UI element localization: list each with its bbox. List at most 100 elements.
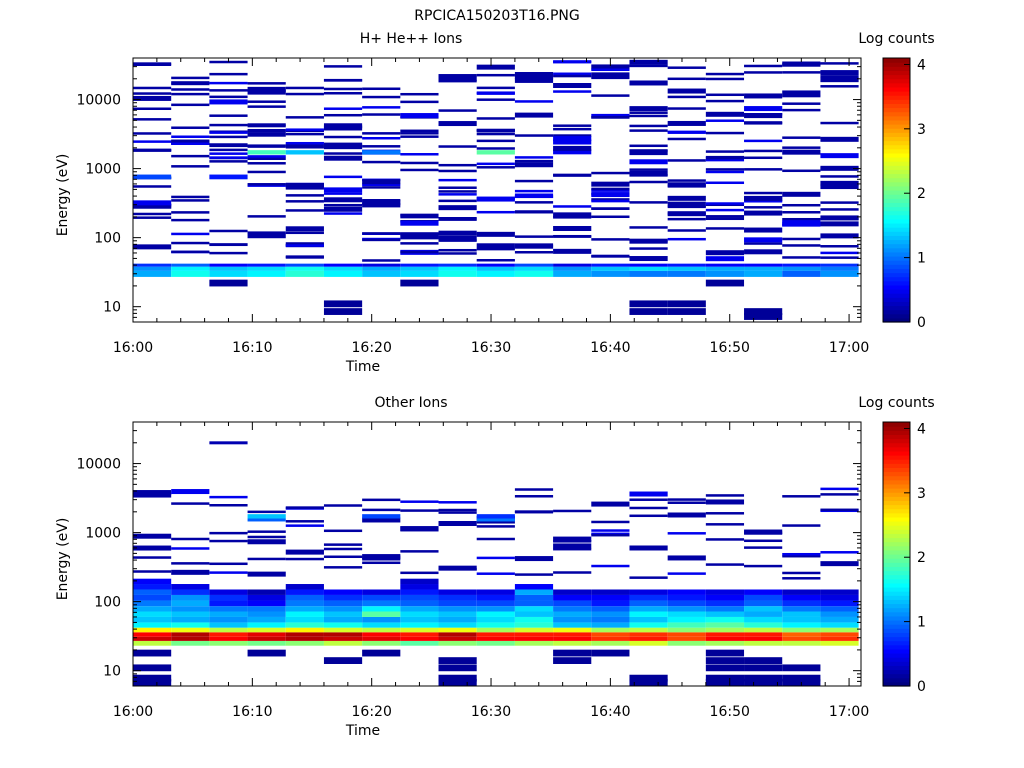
colorbar-swatch <box>883 239 910 245</box>
heatmap-cell <box>438 193 477 196</box>
heatmap-cell <box>171 502 210 505</box>
heatmap-cell <box>476 556 515 560</box>
colorbar-swatch <box>883 194 910 199</box>
heatmap-cell <box>247 128 286 132</box>
heatmap-cell <box>591 189 630 192</box>
heatmap-cell <box>820 245 859 248</box>
heatmap-cell <box>171 139 210 145</box>
colorbar-swatch <box>883 284 910 290</box>
x-tick-label: 16:40 <box>590 704 630 720</box>
heatmap-cell <box>438 266 477 271</box>
heatmap-cell <box>820 600 859 607</box>
heatmap-cell <box>591 171 630 175</box>
heatmap-cell <box>820 136 859 142</box>
colorbar-swatch <box>883 280 910 286</box>
colorbar-swatch <box>883 620 910 625</box>
heatmap-cell <box>247 611 286 617</box>
colorbar-swatch <box>883 235 910 241</box>
heatmap-cell <box>209 611 248 617</box>
heatmap-cell <box>285 549 324 555</box>
heatmap-cell <box>553 234 592 238</box>
heatmap-cell <box>247 89 286 95</box>
heatmap-cell <box>514 495 554 498</box>
heatmap-cell <box>705 256 745 262</box>
heatmap-cell <box>400 215 439 219</box>
colorbar-label: Log counts <box>858 31 934 47</box>
colorbar-swatch <box>883 570 910 576</box>
heatmap-cell <box>782 266 821 271</box>
heatmap-cell <box>744 242 783 245</box>
heatmap-cell <box>400 526 439 532</box>
colorbar-swatch <box>883 582 910 588</box>
colorbar-swatch <box>883 599 910 605</box>
heatmap-cell <box>705 72 745 76</box>
heatmap-cell <box>820 153 859 159</box>
heatmap-cell <box>285 506 324 509</box>
heatmap-cell <box>209 263 248 267</box>
heatmap-cell <box>629 64 668 68</box>
heatmap-cell <box>400 279 439 287</box>
heatmap-cell <box>782 149 821 155</box>
heatmap-cell <box>667 179 706 182</box>
heatmap-cell <box>514 201 554 204</box>
heatmap-cell <box>171 76 210 80</box>
colorbar-tick-label: 0 <box>917 679 926 695</box>
heatmap-cell <box>553 212 592 218</box>
heatmap-cell <box>629 80 668 86</box>
heatmap-cell <box>209 123 248 127</box>
colorbar-swatch <box>883 124 910 129</box>
heatmap-cell <box>209 266 248 271</box>
heatmap-cell <box>629 150 668 156</box>
heatmap-cell <box>553 657 592 664</box>
heatmap-cell <box>820 589 859 595</box>
heatmap-cell <box>591 594 630 601</box>
colorbar-swatch <box>883 78 910 84</box>
heatmap-cell <box>782 611 821 617</box>
heatmap-cell <box>782 71 821 74</box>
colorbar-tick-label: 1 <box>917 615 926 631</box>
heatmap-cell <box>820 640 859 646</box>
heatmap-cell <box>171 594 210 601</box>
colorbar-swatch <box>883 62 910 67</box>
heatmap-cell <box>667 95 706 99</box>
heatmap-cell <box>667 636 706 641</box>
heatmap-cell <box>133 533 172 539</box>
heatmap-cell <box>285 584 324 590</box>
heatmap-cell <box>476 147 515 150</box>
heatmap-cell <box>438 678 477 686</box>
heatmap-cell <box>514 611 554 617</box>
panel-title: H+ He++ Ions <box>360 31 463 47</box>
colorbar-tick-label: 2 <box>917 550 926 566</box>
heatmap-cell <box>591 76 630 80</box>
heatmap-cell <box>323 212 363 215</box>
heatmap-cell <box>323 636 363 641</box>
heatmap-cell <box>705 279 745 287</box>
heatmap-cell <box>514 189 554 193</box>
heatmap-cell <box>705 632 745 637</box>
heatmap-cell <box>209 99 248 105</box>
heatmap-cell <box>362 632 401 637</box>
heatmap-cell <box>323 627 363 633</box>
heatmap-cell <box>133 132 172 135</box>
heatmap-cell <box>438 109 477 112</box>
colorbar-swatch <box>883 488 910 493</box>
colorbar-swatch <box>883 206 910 212</box>
heatmap-cell <box>476 117 515 120</box>
heatmap-cell <box>629 678 668 686</box>
heatmap-cell <box>400 92 439 96</box>
heatmap-cell <box>171 154 210 158</box>
heatmap-cell <box>285 520 324 523</box>
colorbar-swatch <box>883 438 910 444</box>
heatmap-cell <box>629 124 668 128</box>
heatmap-cell <box>591 533 630 537</box>
heatmap-cell <box>629 168 668 171</box>
colorbar-swatch <box>883 264 910 269</box>
heatmap-cell <box>133 149 172 152</box>
heatmap-cell <box>362 106 401 109</box>
heatmap-cell <box>629 600 668 607</box>
heatmap-cell <box>400 500 439 503</box>
colorbar-swatch <box>883 463 910 468</box>
heatmap-cell <box>323 113 363 117</box>
heatmap-cell <box>667 611 706 617</box>
